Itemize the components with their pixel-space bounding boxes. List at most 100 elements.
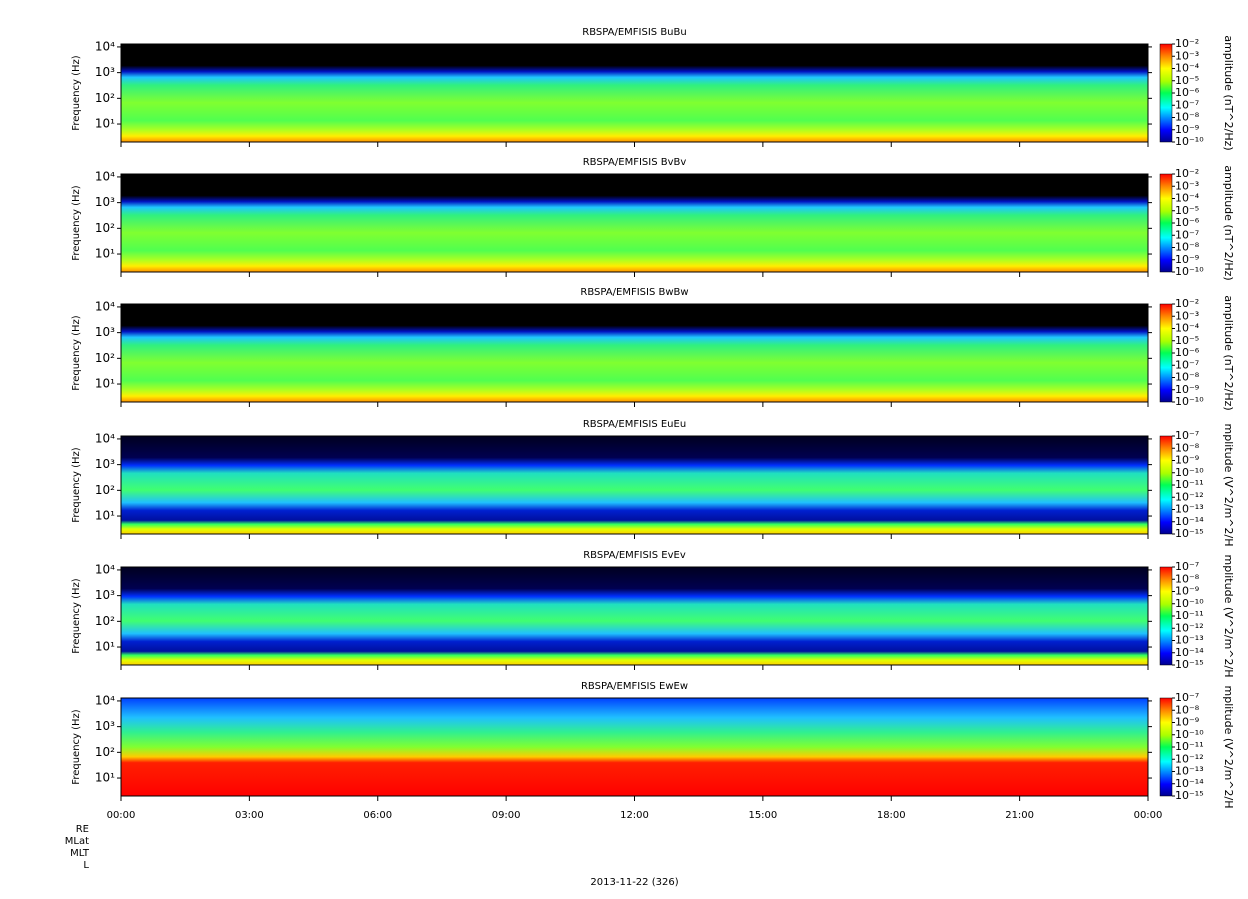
- colorbar-tick-label: 10⁻¹⁰: [1175, 135, 1204, 148]
- panel-title: RBSPA/EMFISIS BvBv: [583, 157, 687, 168]
- colorbar-tick-label: 10⁻³: [1175, 49, 1199, 62]
- colorbar-tick-label: 10⁻³: [1175, 179, 1199, 192]
- orbit-label: MLat: [65, 836, 89, 847]
- colorbar-tick-label: 10⁻¹¹: [1175, 478, 1204, 491]
- panel-title: RBSPA/EMFISIS BwBw: [580, 287, 688, 298]
- colorbar-tick-label: 10⁻⁸: [1175, 572, 1200, 585]
- colorbar-tick-label: 10⁻⁵: [1175, 334, 1199, 347]
- y-tick-label: 10⁴: [95, 299, 115, 313]
- colorbar-label: amplitude (nT^2/Hz): [1222, 295, 1235, 410]
- colorbar-tick-label: 10⁻¹⁴: [1175, 777, 1204, 790]
- y-tick-label: 10¹: [95, 377, 115, 391]
- y-tick-label: 10⁴: [95, 169, 115, 183]
- colorbar-label: mplitude (V^2/m^2/H: [1222, 555, 1235, 678]
- y-tick-label: 10¹: [95, 117, 115, 131]
- colorbar-tick-label: 10⁻⁸: [1175, 241, 1200, 254]
- colorbar-tick-label: 10⁻⁷: [1175, 691, 1199, 704]
- colorbar-tick-label: 10⁻¹²: [1175, 490, 1204, 503]
- colorbar-label: amplitude (nT^2/Hz): [1222, 165, 1235, 280]
- y-tick-label: 10³: [95, 195, 115, 209]
- colorbar-tick-label: 10⁻¹⁰: [1175, 265, 1204, 278]
- y-tick-label: 10³: [95, 457, 115, 471]
- colorbar-tick-label: 10⁻⁴: [1175, 322, 1200, 335]
- colorbar-tick-label: 10⁻¹¹: [1175, 609, 1204, 622]
- x-tick-label: 15:00: [748, 810, 777, 821]
- colorbar-tick-label: 10⁻¹³: [1175, 765, 1204, 778]
- colorbar-tick-label: 10⁻⁷: [1175, 429, 1199, 442]
- y-tick-label: 10⁴: [95, 562, 115, 576]
- spectrogram-image: [121, 304, 1148, 402]
- x-tick-label: 21:00: [1005, 810, 1034, 821]
- x-tick-label: 06:00: [363, 810, 392, 821]
- colorbar-tick-label: 10⁻⁸: [1175, 703, 1200, 716]
- colorbar-tick-label: 10⁻⁵: [1175, 204, 1199, 217]
- colorbar: [1159, 303, 1173, 403]
- x-axis-label: 2013-11-22 (326): [590, 877, 678, 888]
- x-tick-label: 00:00: [1134, 810, 1163, 821]
- colorbar: [1159, 43, 1173, 143]
- y-tick-label: 10³: [95, 719, 115, 733]
- y-axis-label: Frequency (Hz): [71, 578, 82, 654]
- x-tick-label: 09:00: [492, 810, 521, 821]
- x-tick-label: 18:00: [877, 810, 906, 821]
- x-tick-label: 12:00: [620, 810, 649, 821]
- y-tick-label: 10⁴: [95, 693, 115, 707]
- spectrogram-image: [121, 174, 1148, 272]
- y-tick-label: 10²: [95, 221, 115, 235]
- colorbar: [1159, 173, 1173, 273]
- y-tick-label: 10¹: [95, 247, 115, 261]
- colorbar-tick-label: 10⁻⁸: [1175, 371, 1200, 384]
- colorbar-tick-label: 10⁻⁶: [1175, 86, 1200, 99]
- colorbar-tick-label: 10⁻⁹: [1175, 383, 1199, 396]
- colorbar: [1159, 435, 1173, 535]
- spectrogram-image: [121, 436, 1148, 534]
- colorbar-label: mplitude (V^2/m^2/H: [1222, 686, 1235, 809]
- y-tick-label: 10²: [95, 483, 115, 497]
- y-tick-label: 10²: [95, 745, 115, 759]
- orbit-label: MLT: [70, 848, 90, 859]
- y-tick-label: 10²: [95, 91, 115, 105]
- panel-title: RBSPA/EMFISIS EwEw: [581, 681, 688, 692]
- colorbar-tick-label: 10⁻⁵: [1175, 74, 1199, 87]
- colorbar-tick-label: 10⁻¹²: [1175, 752, 1204, 765]
- y-tick-label: 10¹: [95, 509, 115, 523]
- orbit-label: RE: [76, 824, 89, 835]
- y-tick-label: 10³: [95, 65, 115, 79]
- colorbar-tick-label: 10⁻⁹: [1175, 253, 1199, 266]
- y-tick-label: 10¹: [95, 640, 115, 654]
- colorbar-tick-label: 10⁻⁶: [1175, 346, 1200, 359]
- x-tick-label: 03:00: [235, 810, 264, 821]
- spectrogram-image: [121, 44, 1148, 142]
- colorbar-tick-label: 10⁻⁴: [1175, 192, 1200, 205]
- x-tick-label: 00:00: [107, 810, 136, 821]
- y-tick-label: 10⁴: [95, 431, 115, 445]
- colorbar-tick-label: 10⁻¹²: [1175, 621, 1204, 634]
- colorbar-tick-label: 10⁻¹⁵: [1175, 658, 1204, 671]
- colorbar: [1159, 566, 1173, 666]
- y-axis-label: Frequency (Hz): [71, 709, 82, 785]
- orbit-label: L: [83, 860, 89, 871]
- colorbar-tick-label: 10⁻¹⁰: [1175, 466, 1204, 479]
- y-axis-label: Frequency (Hz): [71, 315, 82, 391]
- colorbar-tick-label: 10⁻³: [1175, 309, 1199, 322]
- colorbar-tick-label: 10⁻⁷: [1175, 98, 1199, 111]
- colorbar-tick-label: 10⁻²: [1175, 297, 1199, 310]
- colorbar-tick-label: 10⁻⁹: [1175, 585, 1199, 598]
- colorbar-tick-label: 10⁻⁷: [1175, 228, 1199, 241]
- spectrogram-image: [121, 698, 1148, 796]
- colorbar-tick-label: 10⁻⁶: [1175, 216, 1200, 229]
- colorbar-tick-label: 10⁻¹⁴: [1175, 646, 1204, 659]
- colorbar-tick-label: 10⁻²: [1175, 167, 1199, 180]
- colorbar-tick-label: 10⁻⁸: [1175, 441, 1200, 454]
- y-axis-label: Frequency (Hz): [71, 447, 82, 523]
- colorbar-tick-label: 10⁻¹⁰: [1175, 395, 1204, 408]
- colorbar-tick-label: 10⁻¹³: [1175, 503, 1204, 516]
- colorbar-tick-label: 10⁻¹⁵: [1175, 789, 1204, 802]
- colorbar-tick-label: 10⁻¹⁴: [1175, 515, 1204, 528]
- colorbar-tick-label: 10⁻⁹: [1175, 454, 1199, 467]
- y-tick-label: 10¹: [95, 771, 115, 785]
- colorbar-tick-label: 10⁻¹³: [1175, 634, 1204, 647]
- colorbar-tick-label: 10⁻⁸: [1175, 111, 1200, 124]
- y-tick-label: 10²: [95, 351, 115, 365]
